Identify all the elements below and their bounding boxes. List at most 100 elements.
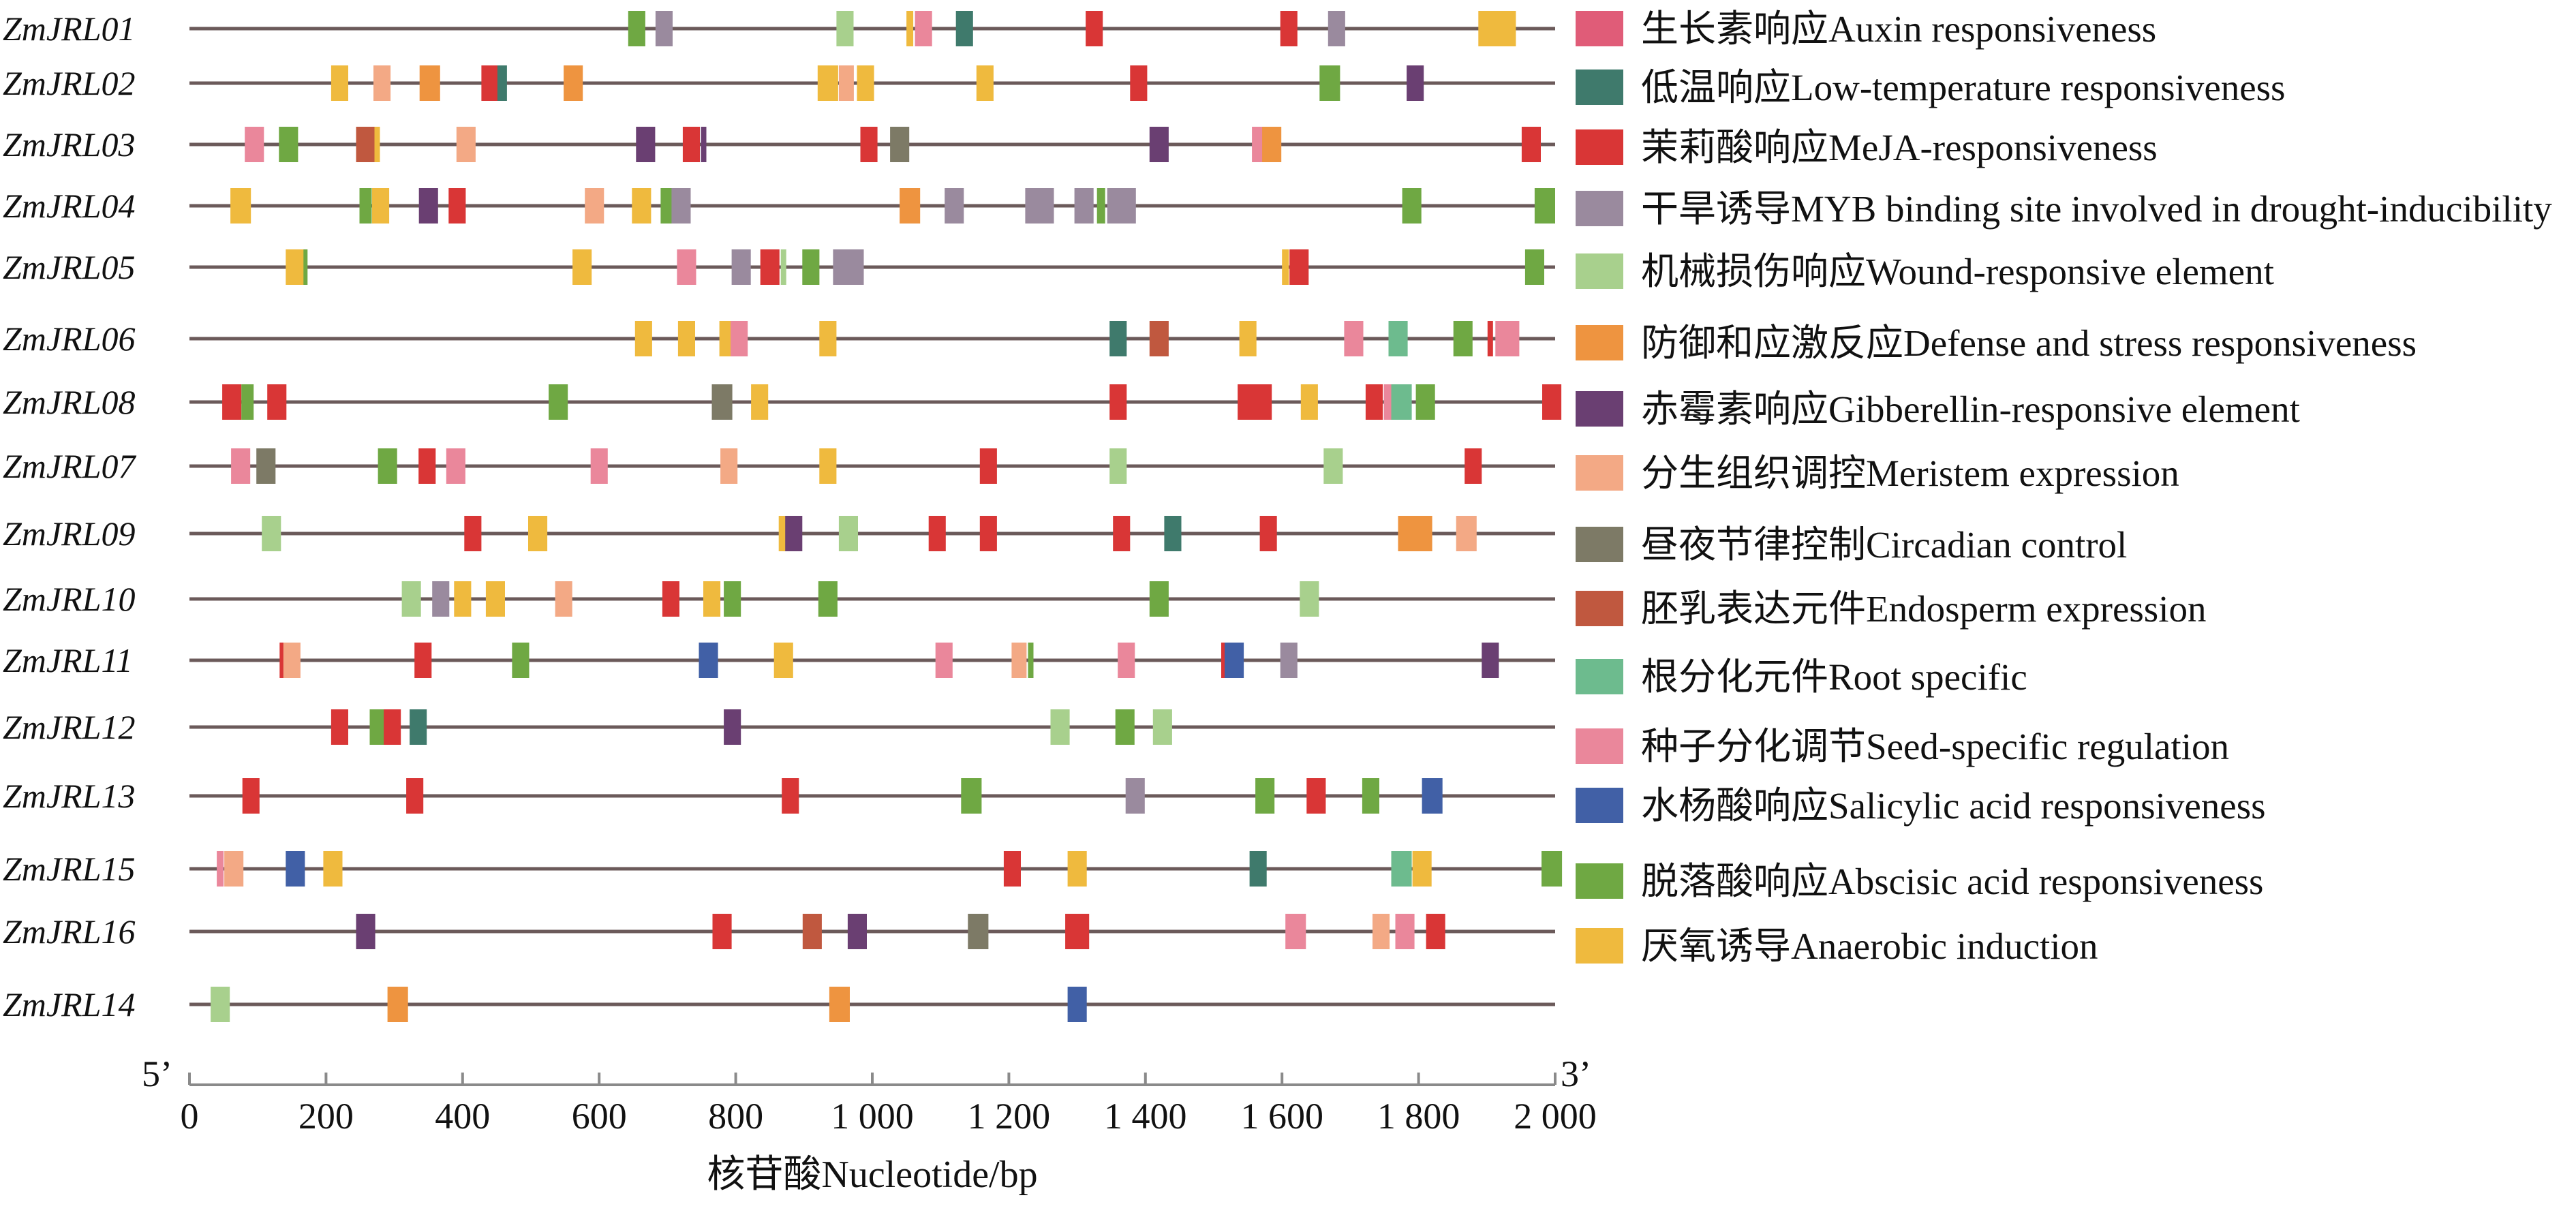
cis-element-meristem xyxy=(1011,643,1027,678)
cis-element-abscisic xyxy=(1534,188,1555,224)
legend-item: 水杨酸响应Salicylic acid responsiveness xyxy=(1576,785,2266,827)
legend-swatch xyxy=(1576,70,1623,105)
cis-element-defense xyxy=(1262,127,1282,162)
legend-label: 水杨酸响应Salicylic acid responsiveness xyxy=(1641,785,2266,827)
cis-element-anaerobic xyxy=(454,581,472,617)
cis-element-anaerobic xyxy=(819,321,837,356)
legend-label: 昼夜节律控制Circadian control xyxy=(1641,524,2127,566)
cis-element-meja xyxy=(384,709,401,745)
cis-element-meja xyxy=(1221,643,1227,678)
cis-element-salicylic xyxy=(286,851,305,887)
cis-element-myb xyxy=(945,188,964,224)
cis-element-anaerobic xyxy=(773,643,793,678)
x-tick-label: 1 400 xyxy=(1104,1096,1187,1137)
cis-element-meja xyxy=(1487,321,1493,356)
x-tick-label: 400 xyxy=(435,1096,490,1137)
cis-element-meja xyxy=(1003,851,1021,887)
cis-element-meja xyxy=(1521,127,1541,162)
cis-element-salicylic xyxy=(1067,987,1087,1022)
cis-element-meja xyxy=(979,516,997,551)
cis-element-meristem xyxy=(720,448,738,484)
cis-element-meja xyxy=(979,448,997,484)
cis-element-myb xyxy=(1328,11,1345,46)
cis-element-meja xyxy=(464,516,482,551)
cis-element-gibberellin xyxy=(785,516,803,551)
cis-element-meja xyxy=(406,778,424,814)
cis-element-circadian xyxy=(256,448,276,484)
cis-element-myb xyxy=(1280,643,1298,678)
legend-item: 脱落酸响应Abscisic acid responsiveness xyxy=(1576,861,2263,902)
cis-element-meja xyxy=(279,643,284,678)
gene-row: ZmJRL15 xyxy=(3,850,1563,888)
legend-label: 厌氧诱导Anaerobic induction xyxy=(1641,925,2098,967)
cis-element-wound xyxy=(1152,709,1172,745)
gene-label: ZmJRL05 xyxy=(3,248,135,286)
cis-element-meja xyxy=(712,914,732,949)
cis-element-anaerobic xyxy=(1300,384,1318,420)
cis-element-abscisic xyxy=(1542,851,1563,887)
cis-element-defense xyxy=(829,987,850,1022)
cis-element-anaerobic xyxy=(1067,851,1087,887)
legend-label: 茉莉酸响应MeJA-responsiveness xyxy=(1641,127,2158,168)
cis-element-abscisic xyxy=(1255,778,1275,814)
cis-element-meja xyxy=(782,778,799,814)
cis-element-meristem xyxy=(838,65,854,101)
legend-label: 防御和应激反应Defense and stress responsiveness xyxy=(1641,322,2417,364)
cis-element-seed xyxy=(1395,914,1415,949)
gene-row: ZmJRL05 xyxy=(3,248,1555,286)
cis-element-gibberellin xyxy=(636,127,656,162)
cis-element-salicylic xyxy=(1422,778,1443,814)
legend-item: 根分化元件Root specific xyxy=(1576,656,2027,698)
cis-element-abscisic xyxy=(1402,188,1422,224)
gene-row: ZmJRL08 xyxy=(3,383,1562,421)
cis-element-endosperm xyxy=(802,914,822,949)
legend-swatch xyxy=(1576,788,1623,823)
cis-element-anaerobic xyxy=(751,384,769,420)
cis-element-abscisic xyxy=(369,709,385,745)
cis-element-gibberellin xyxy=(701,127,707,162)
cis-element-wound xyxy=(262,516,281,551)
gene-label: ZmJRL06 xyxy=(3,320,135,358)
cis-element-meja xyxy=(222,384,242,420)
cis-element-abscisic xyxy=(1362,778,1379,814)
cis-element-abscisic xyxy=(241,384,254,420)
cis-element-seed xyxy=(1252,127,1265,162)
cis-element-meja xyxy=(331,709,348,745)
cis-element-salicylic xyxy=(699,643,718,678)
cis-element-meja xyxy=(1280,11,1298,46)
cis-element-circadian xyxy=(968,914,989,949)
cis-element-abscisic xyxy=(359,188,372,224)
cis-element-seed xyxy=(731,321,748,356)
legend: 生长素响应Auxin responsiveness 低温响应Low-tempera… xyxy=(1576,8,2552,967)
x-tick-label: 800 xyxy=(708,1096,763,1137)
gene-row: ZmJRL02 xyxy=(3,64,1555,102)
cis-element-defense xyxy=(387,987,408,1022)
cis-element-seed xyxy=(446,448,465,484)
legend-swatch xyxy=(1576,928,1623,964)
cis-element-abscisic xyxy=(961,778,982,814)
cis-element-circadian xyxy=(711,384,733,420)
cis-element-defense xyxy=(564,65,583,101)
cis-element-abscisic xyxy=(628,11,645,46)
cis-element-endosperm xyxy=(356,127,375,162)
cis-element-circadian xyxy=(890,127,910,162)
gene-label: ZmJRL01 xyxy=(3,10,135,48)
cis-element-seed xyxy=(231,448,251,484)
cis-element-myb xyxy=(655,11,673,46)
cis-element-lowtemp xyxy=(1249,851,1267,887)
legend-item: 茉莉酸响应MeJA-responsiveness xyxy=(1576,127,2158,168)
gene-label: ZmJRL12 xyxy=(3,708,135,746)
cis-element-abscisic xyxy=(1149,581,1169,617)
cis-element-anaerobic xyxy=(1239,321,1257,356)
gene-label: ZmJRL03 xyxy=(3,125,135,164)
legend-label: 干旱诱导MYB binding site involved in drought… xyxy=(1641,188,2552,230)
gene-rows: ZmJRL01 ZmJRL02 ZmJRL03 ZmJRL04 ZmJRL05 ZmJRL… xyxy=(3,10,1563,1023)
cis-element-seed xyxy=(590,448,608,484)
five-prime-label: 5’ xyxy=(142,1053,172,1094)
cis-element-abscisic xyxy=(1028,643,1034,678)
gene-label: ZmJRL08 xyxy=(3,383,135,421)
cis-element-abscisic xyxy=(818,581,838,617)
cis-element-wound xyxy=(1050,709,1070,745)
cis-element-abscisic xyxy=(512,643,530,678)
cis-element-myb xyxy=(1074,188,1094,224)
